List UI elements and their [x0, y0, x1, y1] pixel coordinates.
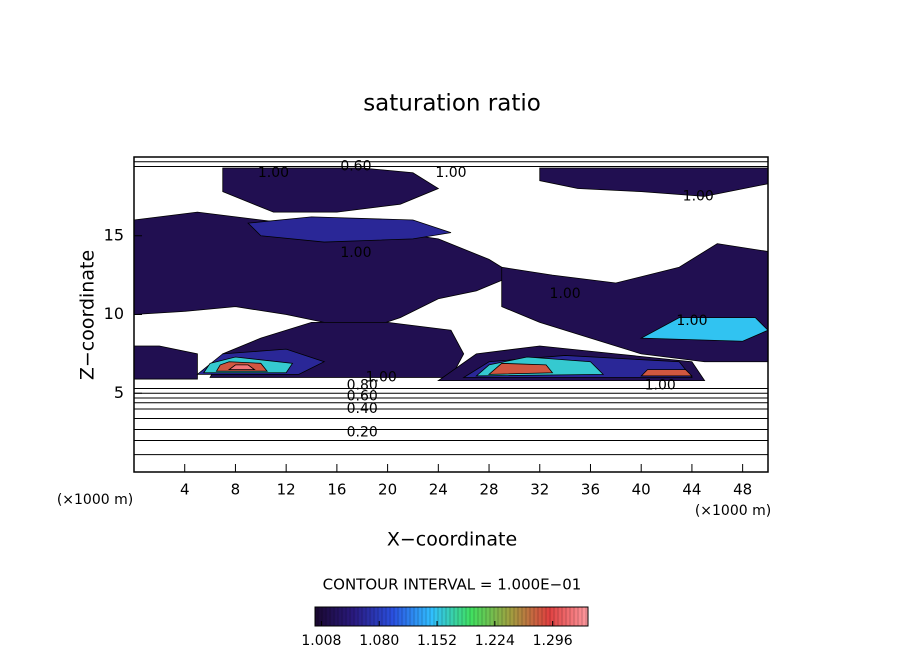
contour-label: 1.00 — [340, 245, 371, 261]
contour-label: 1.00 — [683, 188, 714, 204]
contour-label: 1.00 — [550, 286, 581, 302]
y-unit: (×1000 m) — [57, 492, 133, 508]
shaded-region — [487, 362, 554, 375]
contour-label: 1.00 — [258, 165, 289, 181]
x-tick-label: 32 — [530, 481, 549, 499]
shaded-region — [639, 317, 769, 342]
colorbar-tick-label: 1.080 — [359, 633, 399, 649]
x-axis-label: X−coordinate — [387, 529, 517, 551]
x-tick-label: 8 — [231, 481, 241, 499]
contour-label: 1.00 — [645, 377, 676, 393]
contour-label: 0.20 — [347, 425, 378, 441]
shaded-region — [222, 167, 440, 213]
y-tick-label: 15 — [104, 225, 124, 244]
colorbar-tick-label: 1.008 — [301, 633, 341, 649]
contour-interval: CONTOUR INTERVAL = 1.000E−01 — [323, 576, 582, 594]
contour-label: 0.60 — [347, 388, 378, 404]
x-tick-label: 16 — [327, 481, 346, 499]
shaded-region — [501, 243, 769, 363]
chart-title: saturation ratio — [363, 91, 541, 117]
x-tick-label: 4 — [180, 481, 190, 499]
x-unit: (×1000 m) — [695, 503, 771, 519]
shaded-region — [227, 364, 256, 371]
contour-label: 1.00 — [366, 370, 397, 386]
shaded-region — [247, 216, 452, 243]
contour-label: 1.00 — [676, 313, 707, 329]
shaded-region — [133, 345, 198, 380]
x-tick-label: 40 — [632, 481, 651, 499]
colorbar-tick-label: 1.296 — [533, 633, 573, 649]
shaded-region — [640, 369, 693, 377]
x-tick-label: 44 — [682, 481, 701, 499]
contour-label: 1.00 — [435, 165, 466, 181]
x-tick-label: 12 — [277, 481, 296, 499]
contour-label: 0.40 — [347, 401, 378, 417]
contour-label: 0.80 — [347, 377, 378, 393]
y-tick-label: 10 — [104, 304, 124, 323]
x-tick-label: 24 — [429, 481, 448, 499]
x-tick-label: 20 — [378, 481, 397, 499]
colorbar-tick-label: 1.152 — [417, 633, 457, 649]
y-axis-label: Z−coordinate — [77, 250, 99, 380]
x-tick-label: 48 — [733, 481, 752, 499]
colorbar-tick-label: 1.224 — [475, 633, 515, 649]
colorbar — [314, 606, 589, 627]
contour-label: 0.60 — [340, 158, 371, 174]
x-tick-label: 28 — [479, 481, 498, 499]
x-tick-label: 36 — [581, 481, 600, 499]
y-tick-label: 5 — [114, 383, 124, 402]
shaded-region — [539, 167, 769, 197]
